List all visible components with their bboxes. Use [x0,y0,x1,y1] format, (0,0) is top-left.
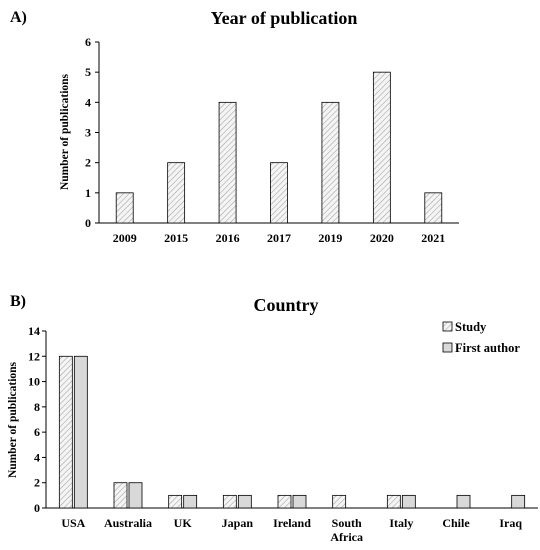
bar-uk-study [168,494,183,509]
bar-chile-first-author [456,494,471,509]
chart-year-of-publication: A) Year of publication Number of publica… [10,8,459,245]
chart-b-plot: 0 2 4 6 8 10 12 14 USA Australia UK Japan Ireland Sou… [28,324,538,544]
chart-b-xtick-label: South Africa [330,516,363,544]
bar-2017 [270,162,288,224]
bar-2015 [167,162,186,224]
bar-ireland-first-author [292,494,307,509]
chart-b-xtick-label: UK [174,516,193,530]
bar-2009 [115,192,134,224]
panel-label-b: B) [10,293,26,310]
chart-b-title: Country [253,295,318,315]
bar-italy-first-author [401,494,416,509]
chart-b-ytick-label: 0 [34,501,40,515]
chart-b-xtick-label: Ireland [273,516,311,530]
chart-a-xtick-label: 2009 [113,231,137,245]
chart-b-xtick-label: Japan [222,516,254,530]
bar-iraq-first-author [511,494,526,509]
bar-australia-study [113,482,128,509]
chart-a-ytick-label: 4 [85,95,91,109]
chart-b-xtick-label: Australia [104,516,152,530]
chart-a-ytick-label: 2 [85,156,91,170]
chart-a-xtick-label: 2021 [421,231,445,245]
chart-a-ytick-label: 3 [85,126,91,140]
chart-a-xtick-label: 2020 [370,231,394,245]
bar-japan-first-author [237,494,252,509]
panel-label-a: A) [10,9,27,26]
chart-b-ytick-label: 12 [28,349,40,363]
bar-south-africa-study [332,494,347,509]
chart-b-ytick-label: 8 [34,400,40,414]
bar-2019 [321,101,340,224]
bar-ireland-study [277,494,292,509]
chart-b-legend: Study First author [442,320,520,355]
legend-swatch-study [442,321,453,332]
chart-country: B) Country Number of publications 0 2 4 6 8 1… [7,293,538,544]
bar-australia-first-author [128,482,143,509]
bar-2016 [218,101,237,224]
chart-a-xtick-label: 2019 [318,231,342,245]
chart-a-plot: 0 1 2 3 4 5 6 2009 2015 2016 2017 2019 2020 2021 [85,35,459,245]
chart-a-ytick-label: 5 [85,65,91,79]
chart-a-xtick-label: 2016 [216,231,240,245]
chart-b-ytick-label: 10 [28,375,40,389]
legend-label-study: Study [455,320,487,334]
bar-usa-first-author [73,355,88,509]
chart-a-ytick-label: 1 [85,186,91,200]
chart-b-ylabel: Number of publications [7,361,19,478]
chart-a-title: Year of publication [211,8,358,28]
bar-usa-study [58,355,73,509]
chart-a-xtick-label: 2015 [164,231,188,245]
chart-a-ytick-label: 6 [85,35,91,49]
chart-b-ytick-label: 2 [34,476,40,490]
chart-b-ytick-label: 6 [34,425,40,439]
legend-label-first-author: First author [455,341,520,355]
chart-b-xtick-label: USA [61,516,85,530]
chart-a-xtick-label: 2017 [267,231,291,245]
legend-swatch-first-author [442,342,453,353]
bar-2020 [372,71,391,224]
bar-2021 [424,192,443,224]
chart-a-ytick-label: 0 [85,216,91,230]
bar-italy-study [386,494,401,509]
chart-b-xtick-label: Iraq [499,516,522,530]
bar-uk-first-author [183,494,198,509]
chart-a-ylabel: Number of publications [59,73,71,190]
chart-b-xtick-label: Chile [442,516,470,530]
bar-japan-study [222,494,237,509]
chart-b-ytick-label: 4 [34,450,40,464]
chart-b-ytick-label: 14 [28,324,40,338]
chart-b-xtick-label: Italy [389,516,413,530]
